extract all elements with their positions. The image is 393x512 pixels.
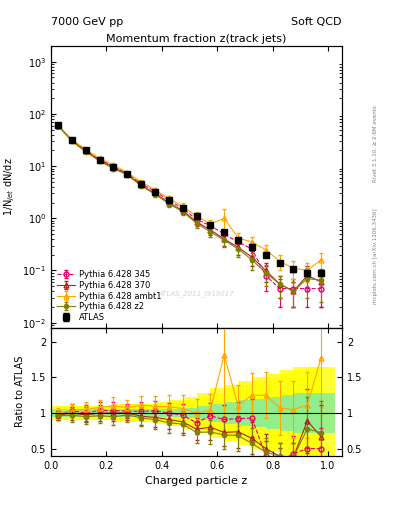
Y-axis label: Ratio to ATLAS: Ratio to ATLAS: [15, 356, 25, 428]
Title: Momentum fraction z(track jets): Momentum fraction z(track jets): [107, 34, 286, 44]
Text: ATLAS_2011_I919017: ATLAS_2011_I919017: [159, 290, 234, 297]
Y-axis label: 1/N$_{jet}$ dN/dz: 1/N$_{jet}$ dN/dz: [2, 158, 17, 216]
X-axis label: Charged particle z: Charged particle z: [145, 476, 248, 486]
Text: Rivet 3.1.10, ≥ 2.6M events: Rivet 3.1.10, ≥ 2.6M events: [373, 105, 378, 182]
Legend: Pythia 6.428 345, Pythia 6.428 370, Pythia 6.428 ambt1, Pythia 6.428 z2, ATLAS: Pythia 6.428 345, Pythia 6.428 370, Pyth…: [55, 268, 163, 324]
Text: Soft QCD: Soft QCD: [292, 16, 342, 27]
Text: mcplots.cern.ch [arXiv:1306.3436]: mcplots.cern.ch [arXiv:1306.3436]: [373, 208, 378, 304]
Text: 7000 GeV pp: 7000 GeV pp: [51, 16, 123, 27]
